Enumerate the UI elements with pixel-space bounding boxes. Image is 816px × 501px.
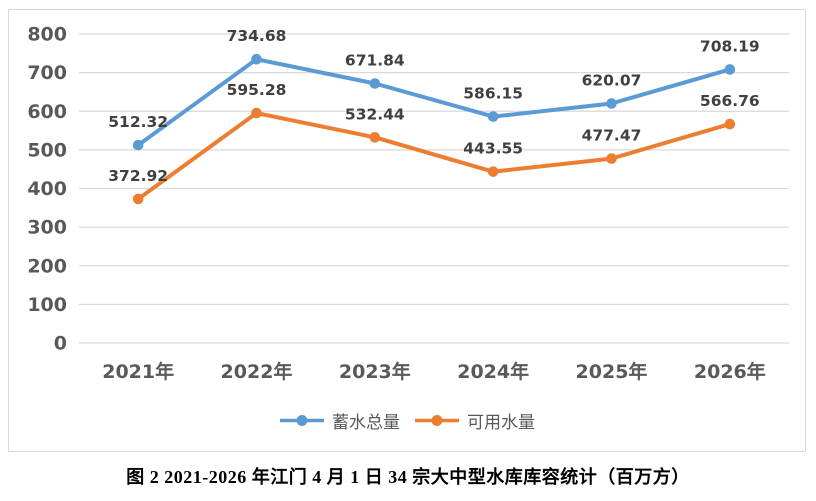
x-axis-label: 2026年 [694, 360, 766, 383]
data-label: 620.07 [582, 71, 642, 89]
legend-line-marker-icon [280, 415, 324, 426]
data-point-marker [724, 64, 736, 75]
legend-label: 蓄水总量 [332, 413, 400, 433]
data-point-marker [487, 166, 499, 177]
data-point-marker [487, 111, 499, 122]
x-axis-label: 2023年 [339, 360, 411, 383]
data-point-marker [132, 193, 144, 205]
data-label: 586.15 [463, 85, 523, 103]
data-label: 532.44 [345, 105, 405, 123]
data-label: 708.19 [700, 37, 760, 55]
data-point-marker [369, 78, 381, 89]
data-point-marker [606, 98, 617, 109]
data-label: 477.47 [582, 127, 642, 145]
y-tick-label: 200 [27, 255, 67, 277]
y-tick-label: 800 [27, 24, 67, 46]
data-point-marker [724, 118, 736, 130]
x-axis-label: 2021年 [102, 360, 174, 383]
legend-line-marker-icon [415, 415, 459, 426]
x-axis-label: 2025年 [576, 360, 648, 383]
data-label: 734.68 [227, 27, 287, 45]
x-axis-label: 2022年 [221, 360, 293, 383]
data-label: 566.76 [700, 92, 760, 110]
y-tick-label: 600 [27, 101, 67, 123]
x-axis-label: 2024年 [457, 360, 529, 383]
figure-caption: 图 2 2021-2026 年江门 4 月 1 日 34 宗大中型水库库容统计（… [126, 467, 690, 487]
y-tick-label: 400 [27, 178, 67, 200]
data-label: 595.28 [227, 81, 287, 99]
y-tick-label: 700 [27, 62, 67, 84]
legend-label: 可用水量 [467, 413, 535, 433]
y-tick-label: 0 [54, 333, 67, 355]
data-label: 372.92 [108, 167, 168, 185]
data-point-marker [132, 139, 144, 151]
data-label: 512.32 [108, 113, 168, 131]
legend-item-1: 可用水量 [414, 408, 535, 433]
data-point-marker [369, 132, 381, 143]
y-tick-label: 100 [27, 294, 67, 316]
series-line-1 [136, 111, 732, 201]
line-chart-frame: 0 100 200 300 400 500 600 700 800 2021年 2022年 2023年… [8, 9, 806, 452]
data-point-marker [251, 53, 262, 65]
plot-area: 0 100 200 300 400 500 600 700 800 2021年 2022年 2023年… [27, 24, 789, 383]
data-point-marker [251, 107, 262, 119]
y-tick-label: 500 [27, 139, 67, 161]
data-point-marker [606, 153, 617, 164]
chart-legend: 蓄水总量 可用水量 [9, 408, 805, 433]
series-line-0 [136, 57, 732, 148]
data-label: 443.55 [463, 140, 523, 158]
legend-item-0: 蓄水总量 [279, 408, 400, 433]
data-label: 671.84 [345, 52, 405, 70]
y-tick-label: 300 [27, 217, 67, 239]
